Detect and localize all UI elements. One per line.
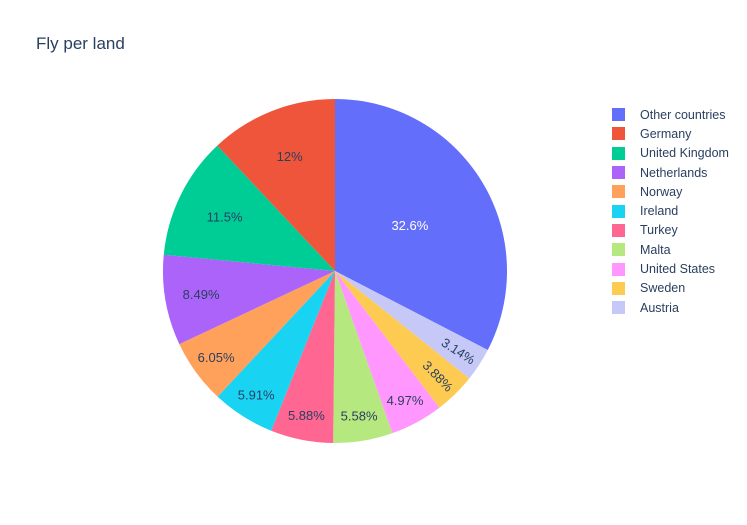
legend-label-turkey: Turkey	[640, 223, 678, 238]
legend-label-malta: Malta	[640, 242, 671, 257]
pie-slice-ireland[interactable]	[217, 271, 335, 431]
legend-swatch-austria	[612, 301, 625, 315]
legend-item-malta[interactable]: Malta	[612, 240, 729, 259]
legend-label-germany: Germany	[640, 126, 692, 141]
legend-label-united-kingdom: United Kingdom	[640, 146, 729, 161]
pie-slice-united-states[interactable]	[335, 271, 440, 434]
legend-item-germany[interactable]: Germany	[612, 124, 729, 143]
legend-swatch-united-states	[612, 262, 625, 276]
legend-item-austria[interactable]: Austria	[612, 298, 729, 317]
legend-label-united-states: United States	[640, 262, 716, 277]
legend-item-united-kingdom[interactable]: United Kingdom	[612, 144, 729, 163]
legend-label-norway: Norway	[640, 184, 683, 199]
legend-swatch-netherlands	[612, 166, 625, 180]
legend-label-netherlands: Netherlands	[640, 165, 708, 180]
pie-slice-sweden[interactable]	[335, 271, 470, 408]
legend-swatch-germany	[612, 127, 625, 141]
chart-title: Fly per land	[36, 34, 125, 53]
pie-slice-other-countries[interactable]	[335, 99, 508, 351]
legend-item-turkey[interactable]: Turkey	[612, 221, 729, 240]
legend-label-ireland: Ireland	[640, 204, 679, 219]
legend-swatch-other-countries	[612, 108, 625, 122]
legend-swatch-turkey	[612, 223, 625, 237]
legend-swatch-ireland	[612, 204, 625, 218]
legend-item-sweden[interactable]: Sweden	[612, 279, 729, 298]
legend: Other countries Germany United Kingdom Neth…	[612, 105, 729, 317]
legend-item-ireland[interactable]: Ireland	[612, 201, 729, 220]
pie-slice-austria[interactable]	[335, 271, 488, 379]
pie-slice-turkey[interactable]	[271, 271, 335, 443]
pie-slice-netherlands[interactable]	[162, 254, 335, 345]
legend-swatch-sweden	[612, 281, 625, 295]
legend-item-other-countries[interactable]: Other countries	[612, 105, 729, 124]
legend-swatch-united-kingdom	[612, 146, 625, 160]
pie-slice-germany[interactable]	[217, 99, 335, 271]
legend-item-united-states[interactable]: United States	[612, 259, 729, 278]
legend-label-sweden: Sweden	[640, 281, 686, 296]
legend-item-netherlands[interactable]: Netherlands	[612, 163, 729, 182]
pie-slice-norway[interactable]	[179, 271, 335, 397]
legend-label-other-countries: Other countries	[640, 107, 726, 122]
legend-swatch-malta	[612, 243, 625, 257]
legend-swatch-norway	[612, 185, 625, 199]
pie-slice-malta[interactable]	[333, 271, 393, 443]
legend-item-norway[interactable]: Norway	[612, 182, 729, 201]
pie-slice-united-kingdom[interactable]	[163, 145, 335, 271]
legend-label-austria: Austria	[640, 300, 679, 315]
